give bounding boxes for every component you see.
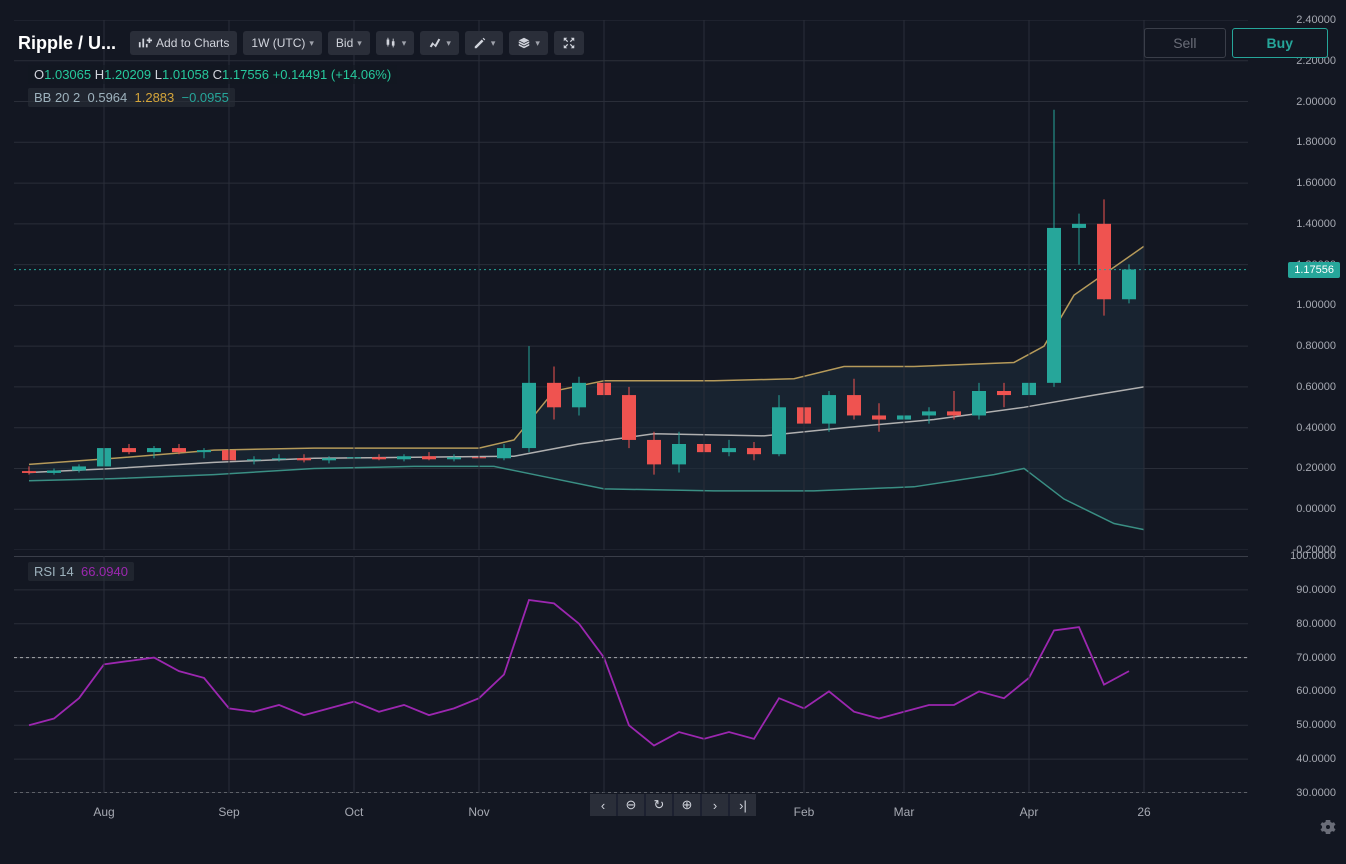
time-tick-label: Sep: [218, 805, 239, 819]
fullscreen-button[interactable]: [554, 31, 584, 55]
price-type-dropdown[interactable]: Bid ▾: [328, 31, 370, 55]
time-tick-label: Feb: [794, 805, 815, 819]
layers-dropdown[interactable]: ▾: [509, 31, 548, 55]
scroll-right-button[interactable]: ›: [702, 794, 728, 816]
rsi-tick-label: 70.0000: [1296, 652, 1336, 664]
sell-button[interactable]: Sell: [1144, 28, 1225, 58]
add-to-charts-button[interactable]: Add to Charts: [130, 31, 237, 55]
current-price-tag: 1.17556: [1288, 262, 1340, 278]
price-tick-label: 2.00000: [1296, 96, 1336, 108]
price-tick-label: 0.40000: [1296, 422, 1336, 434]
indicators-dropdown[interactable]: ▾: [420, 31, 459, 55]
time-tick-label: Apr: [1020, 805, 1039, 819]
price-type-label: Bid: [336, 36, 353, 50]
timeframe-label: 1W (UTC): [251, 36, 305, 50]
chevron-down-icon: ▾: [491, 38, 496, 49]
zoom-in-button[interactable]: ⊕: [674, 794, 700, 816]
time-tick-label: Nov: [468, 805, 489, 819]
rsi-tick-label: 40.0000: [1296, 753, 1336, 765]
ohlc-readout: O1.03065 H1.20209 L1.01058 C1.17556 +0.1…: [28, 65, 397, 84]
reset-button[interactable]: ↻: [646, 794, 672, 816]
rsi-tick-label: 90.0000: [1296, 584, 1336, 596]
bollinger-readout: BB 20 2 0.5964 1.2883 −0.0955: [28, 88, 235, 107]
price-tick-label: 1.80000: [1296, 136, 1336, 148]
gear-icon[interactable]: [1320, 819, 1336, 840]
candle-icon: [384, 36, 398, 50]
price-tick-label: 0.60000: [1296, 381, 1336, 393]
price-tick-label: 1.60000: [1296, 177, 1336, 189]
scroll-left-button[interactable]: ‹: [590, 794, 616, 816]
price-tick-label: 1.00000: [1296, 299, 1336, 311]
price-tick-label: 0.80000: [1296, 340, 1336, 352]
chevron-down-icon: ▾: [357, 38, 362, 49]
rsi-tick-label: 50.0000: [1296, 719, 1336, 731]
timeframe-dropdown[interactable]: 1W (UTC) ▾: [243, 31, 322, 55]
time-tick-label: 26: [1137, 805, 1150, 819]
symbol-title: Ripple / U...: [18, 33, 116, 54]
buy-button[interactable]: Buy: [1232, 28, 1328, 58]
time-tick-label: Mar: [894, 805, 915, 819]
chevron-down-icon: ▾: [535, 38, 540, 49]
layers-icon: [517, 36, 531, 50]
rsi-readout: RSI 14 66.0940: [28, 562, 134, 581]
price-tick-label: 1.40000: [1296, 218, 1336, 230]
price-tick-label: 0.00000: [1296, 503, 1336, 515]
price-tick-label: 0.20000: [1296, 462, 1336, 474]
drawing-dropdown[interactable]: ▾: [465, 31, 504, 55]
chevron-down-icon: ▾: [446, 38, 451, 49]
time-tick-label: Oct: [345, 805, 364, 819]
zoom-out-button[interactable]: ⊖: [618, 794, 644, 816]
price-tick-label: 2.40000: [1296, 14, 1336, 26]
time-tick-label: Aug: [93, 805, 114, 819]
rsi-tick-label: 60.0000: [1296, 685, 1336, 697]
rsi-tick-label: 30.0000: [1296, 787, 1336, 799]
chevron-down-icon: ▾: [309, 38, 314, 49]
pencil-icon: [473, 36, 487, 50]
chart-toolbar: Ripple / U... Add to Charts 1W (UTC) ▾ B…: [18, 28, 1328, 58]
candle-style-dropdown[interactable]: ▾: [376, 31, 415, 55]
chart-nav-bar: ‹ ⊖ ↻ ⊕ › ›|: [590, 794, 756, 816]
chevron-down-icon: ▾: [402, 38, 407, 49]
rsi-chart[interactable]: [14, 556, 1248, 793]
add-to-charts-label: Add to Charts: [156, 36, 229, 50]
chart-plus-icon: [138, 36, 152, 50]
indicator-icon: [428, 36, 442, 50]
rsi-tick-label: 80.0000: [1296, 618, 1336, 630]
rsi-tick-label: 100.0000: [1290, 550, 1336, 562]
scroll-to-end-button[interactable]: ›|: [730, 794, 756, 816]
collapse-icon: [562, 36, 576, 50]
